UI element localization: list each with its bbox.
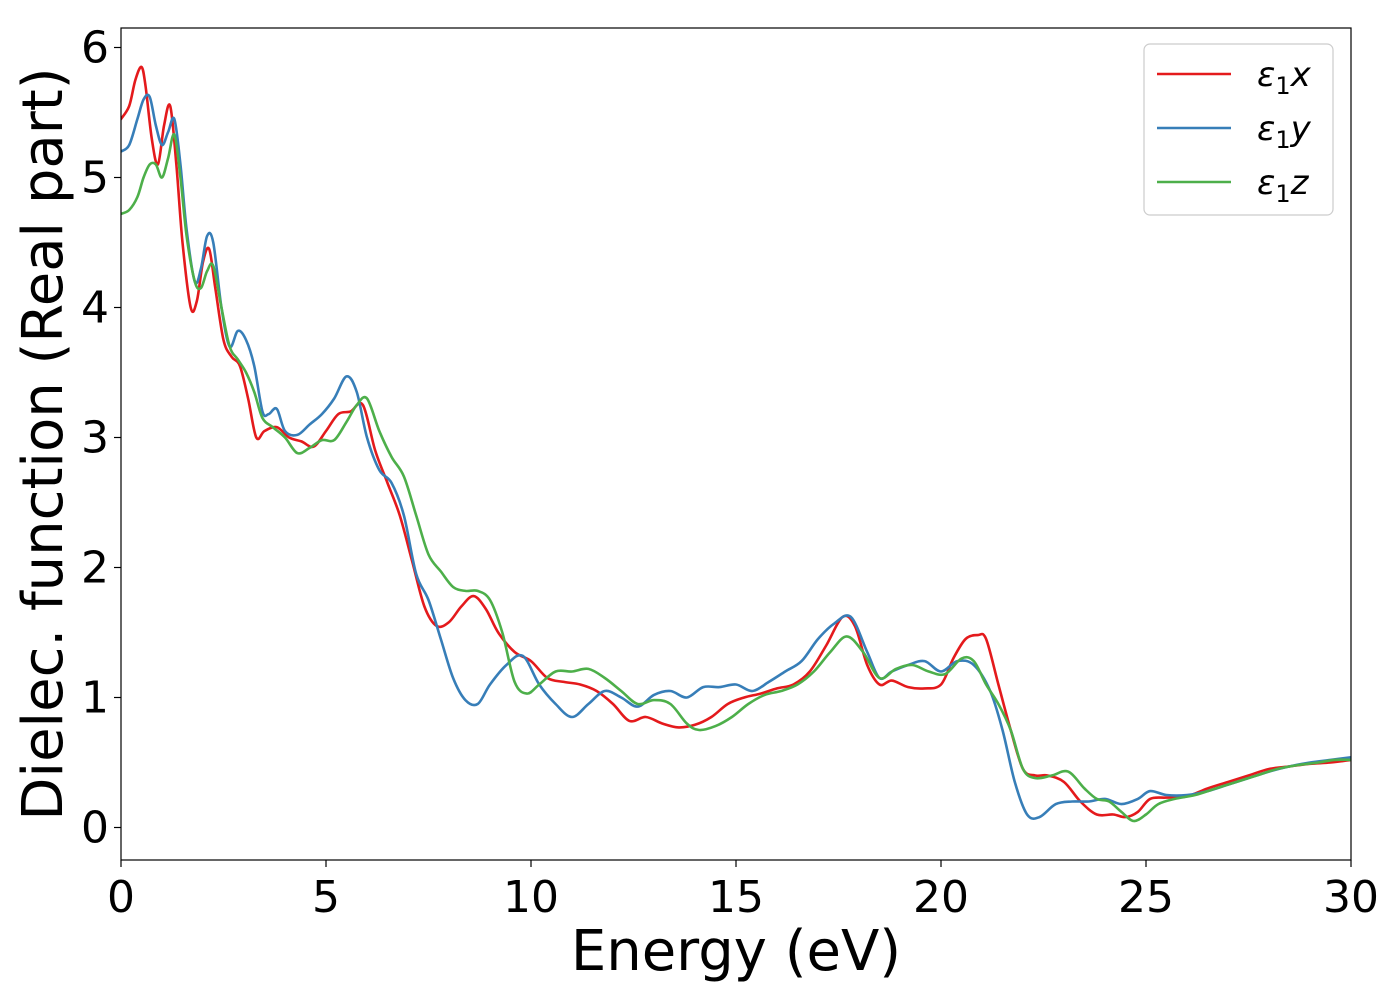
y-tick-label: 3: [81, 413, 109, 464]
y-axis-label: Dielec. function (Real part): [11, 67, 76, 820]
y-tick-label: 5: [81, 153, 109, 204]
y-axis-ticks: 0 1 2 3 4 5 6: [81, 23, 121, 854]
x-tick-label: 20: [913, 872, 969, 923]
series-line-x: [121, 65, 1351, 819]
x-tick-label: 5: [312, 872, 340, 923]
legend-label-x: ε1x: [1257, 55, 1312, 100]
x-axis-ticks: 0 5 10 15 20 25 30: [107, 860, 1379, 923]
y-tick-label: 2: [81, 543, 109, 594]
x-tick-label: 15: [708, 872, 764, 923]
legend: ε1x ε1y ε1z: [1143, 43, 1334, 216]
x-tick-label: 30: [1323, 872, 1379, 923]
y-tick-label: 0: [81, 803, 109, 854]
x-axis-label: Energy (eV): [571, 919, 901, 984]
y-tick-label: 6: [81, 23, 109, 74]
legend-label-y: ε1y: [1257, 109, 1312, 154]
x-tick-label: 25: [1118, 872, 1174, 923]
x-tick-label: 10: [503, 872, 559, 923]
legend-box: [1143, 43, 1334, 216]
legend-label-z: ε1z: [1257, 163, 1310, 208]
y-tick-label: 1: [81, 673, 109, 724]
y-tick-label: 4: [81, 283, 109, 334]
x-tick-label: 0: [107, 872, 135, 923]
series-line-z: [121, 133, 1351, 823]
plot-lines: [121, 65, 1351, 823]
